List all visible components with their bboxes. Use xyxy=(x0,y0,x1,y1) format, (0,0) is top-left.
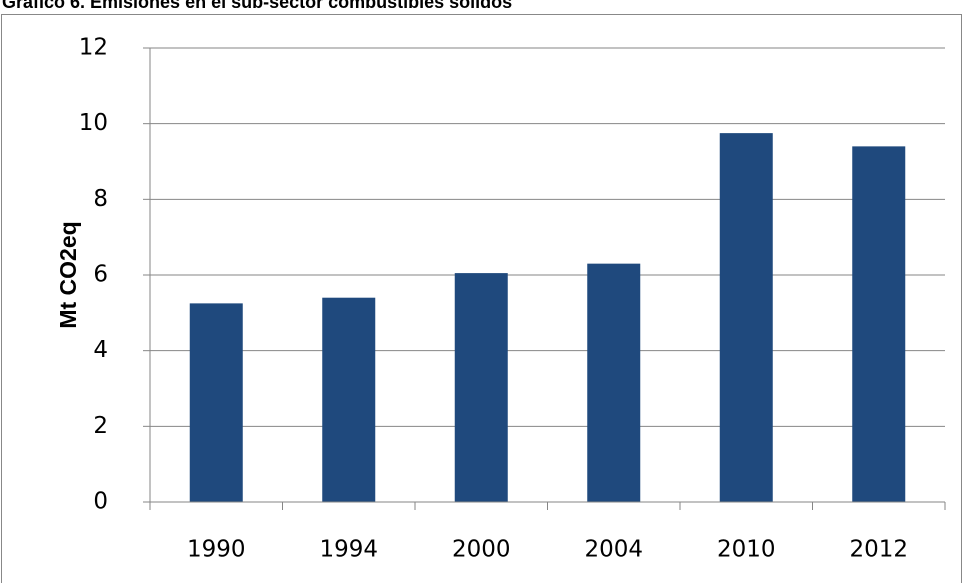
bar xyxy=(189,303,243,502)
bar xyxy=(322,297,376,502)
x-tick-label: 2004 xyxy=(584,537,643,563)
y-tick-label: 6 xyxy=(93,262,108,288)
chart-title: Gráfico 6. Emisiones en el sub-sector co… xyxy=(2,0,512,12)
bar xyxy=(587,263,641,502)
bar xyxy=(454,273,508,502)
x-tick-label: 2000 xyxy=(452,537,511,563)
x-tick-label: 1994 xyxy=(319,537,378,563)
y-tick-label: 2 xyxy=(93,413,108,439)
y-axis-label: Mt CO2eq xyxy=(55,221,81,328)
x-tick-label: 2010 xyxy=(717,537,776,563)
y-tick-label: 12 xyxy=(79,35,108,61)
y-tick-label: 4 xyxy=(93,337,108,363)
y-tick-label: 0 xyxy=(93,489,108,515)
y-tick-label: 10 xyxy=(79,110,108,136)
bar xyxy=(719,133,773,502)
x-tick-label: 2012 xyxy=(849,537,908,563)
y-tick-label: 8 xyxy=(93,186,108,212)
x-tick-label: 1990 xyxy=(187,537,246,563)
bar xyxy=(852,146,906,502)
